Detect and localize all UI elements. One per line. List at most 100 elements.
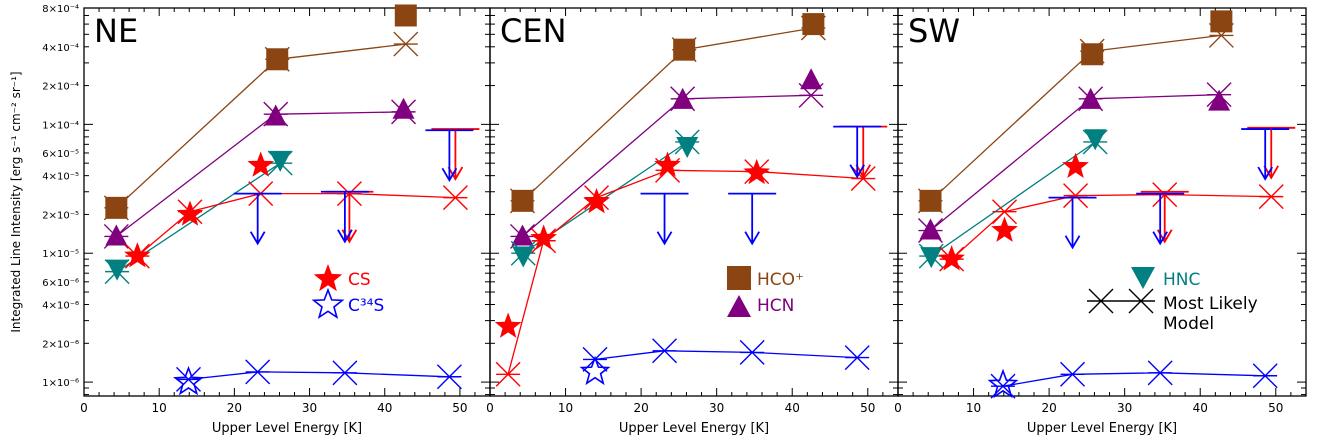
legend-label-c34s: C³⁴S xyxy=(348,296,384,316)
data-point xyxy=(494,312,522,338)
x-tick-label: 50 xyxy=(452,401,467,415)
model-point xyxy=(652,338,678,364)
x-tick-label: 20 xyxy=(1041,401,1056,415)
data-point xyxy=(106,259,129,281)
data-point xyxy=(919,218,942,240)
x-axis-label: Upper Level Energy [K] xyxy=(619,421,769,436)
data-point xyxy=(394,4,417,27)
data-point xyxy=(654,151,681,177)
legend-label-hcoplus: HCO⁺ xyxy=(757,270,804,290)
series-hnc xyxy=(918,129,1108,269)
data-point xyxy=(920,247,943,269)
data-point xyxy=(1079,87,1102,109)
series-hcn xyxy=(917,82,1232,244)
y-tick-label: 8×10⁻⁴ xyxy=(42,4,79,15)
x-tick-label: 40 xyxy=(1193,401,1208,415)
model-point xyxy=(176,366,202,392)
upper-limit-arrow xyxy=(839,125,888,179)
x-tick-label: 0 xyxy=(80,401,88,415)
x-tick-label: 50 xyxy=(1268,401,1283,415)
data-point xyxy=(511,189,534,212)
data-point xyxy=(105,196,128,219)
data-point xyxy=(1081,43,1104,66)
panel-frame xyxy=(897,7,1307,397)
data-point xyxy=(802,13,825,36)
model-point xyxy=(1060,361,1086,387)
x-tick-label: 10 xyxy=(558,401,573,415)
y-axis-label: Integrated Line Intensity [erg s⁻¹ cm⁻² … xyxy=(9,71,23,332)
upper-limit-arrow xyxy=(320,190,369,244)
data-point xyxy=(583,187,610,214)
model-line xyxy=(136,192,456,257)
panel-sw: 0 10 20 30 40 50 Upper Level Energy [K] SW xyxy=(894,7,1307,436)
series-hcoplus xyxy=(509,13,826,214)
data-point xyxy=(247,151,274,177)
series-c34s xyxy=(173,129,474,396)
x-tick-label: 30 xyxy=(302,401,317,415)
series-hcn xyxy=(103,97,417,249)
series-hcoplus xyxy=(103,4,419,221)
model-point xyxy=(1252,363,1278,389)
legend-label-model: Most Likely xyxy=(1163,294,1258,314)
y-tick-label: 2×10⁻⁵ xyxy=(42,210,79,221)
panel-ne: 0 10 20 30 40 50 Upper Level Energy [K] NE xyxy=(80,4,491,436)
data-point xyxy=(800,68,823,90)
legend-label-hcn: HCN xyxy=(757,296,794,316)
data-point xyxy=(511,224,534,246)
x-tick-label: 40 xyxy=(377,401,392,415)
legend-label-hnc: HNC xyxy=(1163,270,1200,290)
model-point xyxy=(495,361,521,387)
model-line xyxy=(930,141,1096,257)
y-tick-label: 6×10⁻⁶ xyxy=(42,278,79,289)
x-tick-label: 20 xyxy=(227,401,242,415)
data-point xyxy=(987,368,1019,399)
model-line xyxy=(930,34,1222,202)
legend-marker-hnc xyxy=(1131,267,1155,289)
model-line xyxy=(594,350,858,361)
model-point xyxy=(850,166,876,192)
model-point xyxy=(739,339,765,365)
x-tick-label: 0 xyxy=(894,401,902,415)
upper-limit-arrow xyxy=(425,129,474,183)
data-point xyxy=(266,48,289,71)
x-tick-label: 10 xyxy=(966,401,981,415)
data-point xyxy=(579,355,611,386)
data-point xyxy=(743,158,771,185)
legend-marker-hcn xyxy=(727,295,751,317)
upper-limit-arrow xyxy=(1048,196,1097,250)
model-line xyxy=(522,27,814,202)
data-point xyxy=(1208,89,1231,111)
x-axis-label: Upper Level Energy [K] xyxy=(212,421,362,436)
upper-limit-arrow xyxy=(833,125,882,179)
x-tick-label: 30 xyxy=(1117,401,1132,415)
data-point xyxy=(264,104,287,126)
model-point xyxy=(992,199,1018,225)
series-cs xyxy=(124,128,480,269)
data-point xyxy=(269,150,292,172)
panel-cen: 0 10 20 30 40 50 Upper Level Energy [K] CEN xyxy=(486,7,899,436)
series-cs xyxy=(938,126,1296,272)
data-point xyxy=(938,245,965,271)
x-tick-label: 30 xyxy=(709,401,724,415)
legend-marker-c34s xyxy=(311,287,345,319)
y-tick-label: 2×10⁻⁶ xyxy=(42,339,79,350)
y-tick-label: 1×10⁻⁴ xyxy=(42,120,79,131)
data-point xyxy=(124,242,151,268)
y-tick-label: 6×10⁻⁵ xyxy=(42,149,79,160)
upper-limit-arrow xyxy=(1241,128,1290,181)
series-hcn xyxy=(509,68,824,249)
upper-limit-arrow xyxy=(233,192,282,246)
series-c34s xyxy=(987,128,1290,399)
legend-label-model-line2: Model xyxy=(1163,314,1214,334)
model-point xyxy=(1147,360,1173,386)
y-tick-label: 2×10⁻⁴ xyxy=(42,82,79,93)
data-point xyxy=(176,200,204,226)
model-point xyxy=(1258,184,1284,210)
panel-label: SW xyxy=(908,12,960,50)
model-point xyxy=(1063,183,1089,209)
upper-limit-arrow xyxy=(728,192,777,246)
data-point xyxy=(919,189,942,212)
x-tick-label: 20 xyxy=(633,401,648,415)
